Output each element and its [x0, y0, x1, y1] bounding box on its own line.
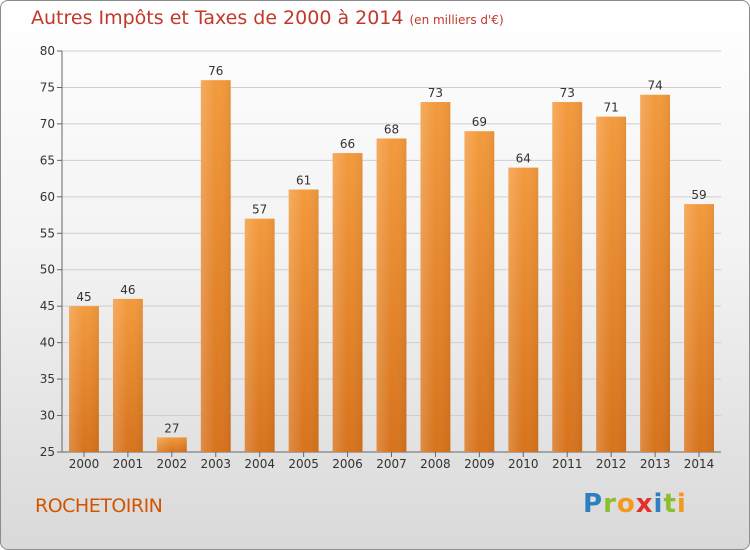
bar-shine — [244, 218, 275, 452]
chart-subtitle: (en milliers d'€) — [409, 13, 504, 27]
y-tick-label: 55 — [40, 226, 55, 240]
y-tick-label: 35 — [40, 372, 55, 386]
bar-shine — [420, 102, 451, 452]
y-tick-label: 65 — [40, 153, 55, 167]
bar-shine — [288, 189, 319, 452]
data-label: 76 — [208, 64, 223, 78]
bar-shine — [684, 204, 714, 452]
logo-letter: P — [583, 489, 604, 519]
x-tick-label: 2002 — [157, 457, 188, 471]
bar-shine — [376, 138, 407, 452]
bar-shine — [156, 437, 187, 452]
x-tick-label: 2005 — [288, 457, 319, 471]
data-label: 61 — [296, 174, 311, 188]
bar-shine — [69, 306, 99, 452]
x-tick-label: 2012 — [596, 457, 627, 471]
data-label: 73 — [560, 86, 575, 100]
y-tick-label: 80 — [40, 44, 55, 58]
y-tick-label: 75 — [40, 80, 55, 94]
data-label: 27 — [164, 421, 179, 435]
bar-shine — [596, 116, 627, 453]
x-tick-label: 2004 — [244, 457, 275, 471]
x-tick-label: 2014 — [684, 457, 715, 471]
bar-shine — [464, 131, 495, 452]
x-tick-label: 2009 — [464, 457, 495, 471]
data-label: 66 — [340, 137, 355, 151]
x-tick-label: 2011 — [552, 457, 583, 471]
data-label: 64 — [516, 152, 531, 166]
x-tick-label: 2001 — [113, 457, 144, 471]
proxiti-logo: Proxiti — [583, 489, 687, 519]
place-name: ROCHETOIRIN — [35, 495, 163, 517]
logo-letter: t — [663, 489, 677, 519]
data-label: 71 — [604, 101, 619, 115]
y-tick-label: 40 — [40, 336, 55, 350]
y-tick-label: 25 — [40, 445, 55, 459]
data-label: 57 — [252, 203, 267, 217]
x-tick-label: 2008 — [420, 457, 451, 471]
y-tick-label: 50 — [40, 263, 55, 277]
bar-shine — [332, 153, 363, 452]
logo-letter: r — [603, 489, 617, 519]
y-tick-label: 30 — [40, 409, 55, 423]
x-tick-label: 2013 — [640, 457, 671, 471]
data-label: 59 — [691, 188, 706, 202]
y-tick-label: 45 — [40, 299, 55, 313]
x-tick-label: 2007 — [376, 457, 407, 471]
data-label: 74 — [647, 79, 662, 93]
chart-title-text: Autres Impôts et Taxes de 2000 à 2014 — [31, 7, 404, 29]
y-tick-label: 70 — [40, 117, 55, 131]
bar-shine — [508, 167, 539, 452]
x-tick-label: 2003 — [200, 457, 231, 471]
data-label: 45 — [76, 290, 91, 304]
data-label: 46 — [120, 283, 135, 297]
bar-shine — [200, 80, 231, 452]
data-label: 68 — [384, 122, 399, 136]
x-tick-label: 2010 — [508, 457, 539, 471]
x-tick-label: 2000 — [69, 457, 100, 471]
bar-shine — [552, 102, 583, 452]
x-tick-label: 2006 — [332, 457, 363, 471]
logo-letter: o — [616, 489, 636, 519]
logo-letter: x — [635, 489, 654, 519]
logo-letter: i — [676, 489, 687, 519]
data-label: 69 — [472, 115, 487, 129]
bar-shine — [640, 94, 671, 452]
data-label: 73 — [428, 86, 443, 100]
logo-letter: i — [653, 489, 664, 519]
y-tick-label: 60 — [40, 190, 55, 204]
chart-title: Autres Impôts et Taxes de 2000 à 2014 (en… — [31, 7, 504, 29]
bar-shine — [112, 298, 143, 452]
